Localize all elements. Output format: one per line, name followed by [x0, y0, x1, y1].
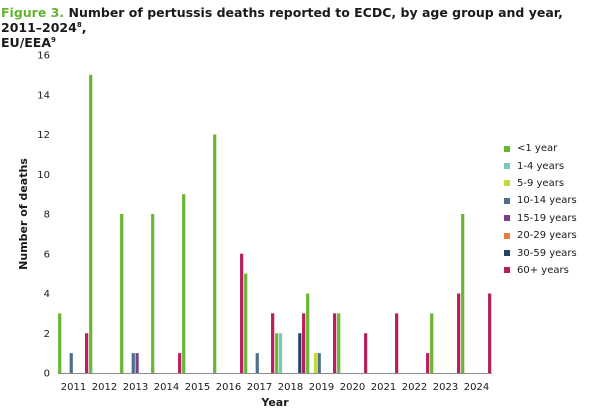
- bar-2022-8: [426, 353, 430, 373]
- legend-item: 15-19 years: [504, 210, 577, 227]
- legend-item: 5-9 years: [504, 175, 577, 192]
- x-tick-label: 2014: [154, 382, 179, 393]
- bar-2020-1: [337, 313, 341, 373]
- bar-2024-8: [488, 293, 492, 373]
- bar-2024-1: [461, 214, 465, 373]
- legend-item: 20-29 years: [504, 227, 577, 244]
- legend-swatch: [504, 197, 510, 204]
- title-text-comma: ,: [81, 20, 87, 35]
- figure-label: Figure 3.: [1, 5, 65, 20]
- y-tick-label: 12: [37, 130, 50, 141]
- legend-swatch: [504, 145, 510, 152]
- legend-item: <1 year: [504, 140, 577, 157]
- x-tick-label: 2019: [309, 382, 334, 393]
- legend-label: 30-59 years: [517, 247, 577, 259]
- bar-2014-8: [178, 353, 182, 373]
- x-tick-label: 2017: [247, 382, 272, 393]
- bar-2011-1: [58, 313, 62, 373]
- y-tick-label: 8: [44, 210, 50, 221]
- bar-2015-1: [182, 194, 186, 373]
- bar-2016-1: [213, 134, 217, 373]
- legend-label: <1 year: [517, 143, 558, 155]
- x-tick-label: 2024: [464, 382, 489, 393]
- bar-2023-8: [457, 293, 461, 373]
- y-tick-label: 16: [37, 51, 50, 62]
- chart-title: Figure 3. Number of pertussis deaths rep…: [1, 5, 591, 50]
- bar-2018-8: [302, 313, 306, 373]
- legend-label: 5-9 years: [517, 177, 565, 189]
- y-tick-label: 4: [44, 289, 50, 300]
- y-tick-label: 0: [44, 369, 50, 380]
- legend-label: 60+ years: [517, 264, 569, 276]
- bar-2021-8: [395, 313, 399, 373]
- bar-2020-8: [364, 333, 368, 373]
- legend-swatch: [504, 232, 510, 239]
- title-line2: EU/EEA: [1, 35, 52, 50]
- x-tick-label: 2022: [402, 382, 427, 393]
- legend-item: 1-4 years: [504, 157, 577, 174]
- bar-2014-1: [151, 214, 155, 373]
- x-tick-label: 2013: [123, 382, 148, 393]
- legend-label: 15-19 years: [517, 212, 577, 224]
- bar-2019-4: [317, 353, 321, 373]
- legend-label: 1-4 years: [517, 160, 565, 172]
- x-tick-label: 2021: [371, 382, 396, 393]
- bar-2013-4: [131, 353, 135, 373]
- x-tick-label: 2018: [278, 382, 303, 393]
- x-tick-label: 2020: [340, 382, 365, 393]
- legend-item: 10-14 years: [504, 192, 577, 209]
- bar-2018-2: [278, 333, 283, 373]
- y-tick-label: 6: [44, 249, 50, 260]
- legend-swatch: [504, 250, 510, 257]
- bar-2011-4: [69, 353, 73, 373]
- legend-label: 20-29 years: [517, 230, 577, 242]
- bar-2017-1: [244, 273, 248, 373]
- legend-item: 60+ years: [504, 262, 577, 279]
- bar-2017-8: [271, 313, 275, 373]
- legend-swatch: [504, 267, 510, 274]
- y-tick-label: 10: [37, 170, 50, 181]
- chart-legend: <1 year 1-4 years 5-9 years 10-14 years 15-1…: [504, 140, 577, 279]
- bar-2018-7: [298, 333, 302, 373]
- legend-swatch: [504, 163, 510, 170]
- bar-2013-1: [120, 214, 124, 373]
- bar-2019-1: [306, 293, 310, 373]
- title-footnote-1: 8: [76, 21, 82, 29]
- title-footnote-2: 9: [51, 36, 56, 44]
- bar-2019-3: [313, 353, 317, 373]
- x-tick-label: 2011: [61, 382, 86, 393]
- x-tick-label: 2023: [433, 382, 458, 393]
- bar-2018-1: [275, 333, 279, 373]
- legend-label: 10-14 years: [517, 195, 577, 207]
- x-tick-label: 2012: [92, 382, 117, 393]
- bar-2016-8: [240, 253, 244, 373]
- y-tick-label: 2: [44, 329, 50, 340]
- legend-swatch: [504, 215, 510, 222]
- bar-2013-5: [135, 353, 139, 373]
- x-tick-label: 2016: [216, 382, 241, 393]
- x-tick-label: 2015: [185, 382, 210, 393]
- bar-2017-4: [255, 353, 259, 373]
- title-text: Number of pertussis deaths reported to E…: [1, 5, 563, 35]
- bar-2019-8: [333, 313, 337, 373]
- bar-2011-8: [85, 333, 89, 373]
- bar-2012-1: [89, 74, 93, 373]
- x-axis-title: Year: [260, 396, 289, 409]
- y-tick-label: 14: [37, 90, 50, 101]
- legend-item: 30-59 years: [504, 244, 577, 261]
- bar-2023-1: [430, 313, 434, 373]
- legend-swatch: [504, 180, 510, 187]
- y-axis-title: Number of deaths: [17, 158, 30, 270]
